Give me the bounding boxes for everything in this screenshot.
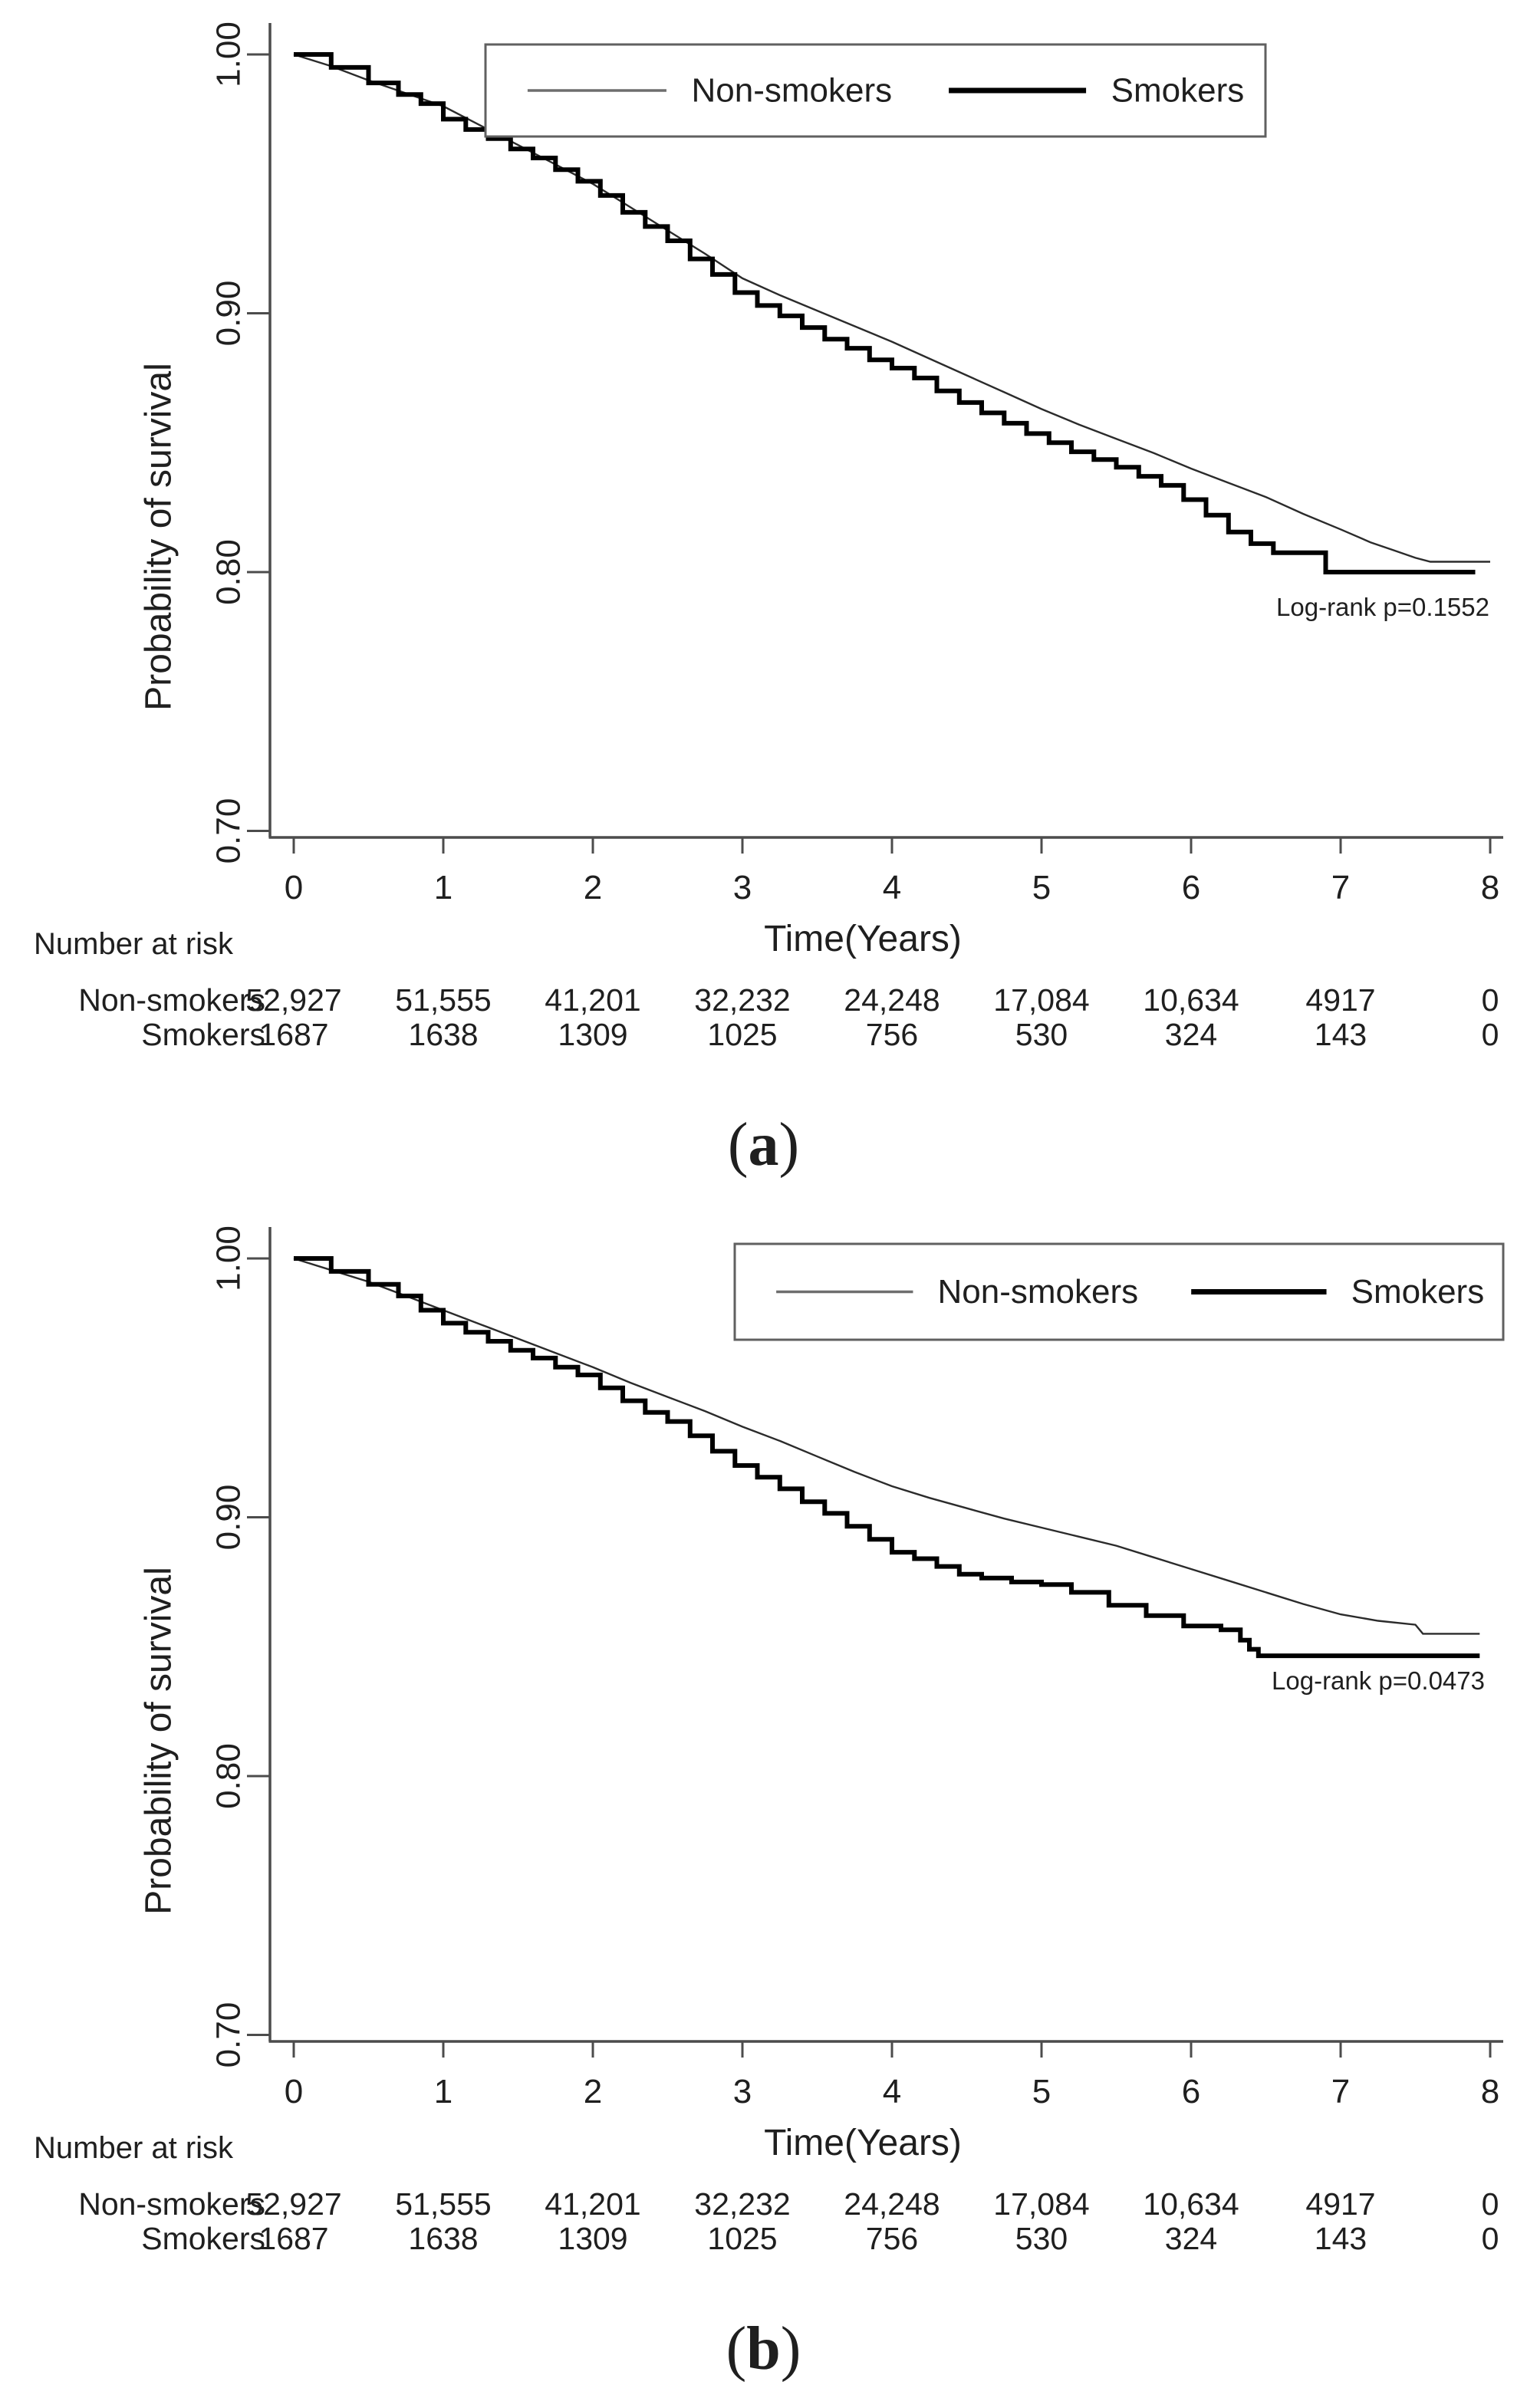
y-tick-label: 0.90 [210,1485,248,1551]
curve-non-smokers [293,1257,1480,1635]
risk-value: 1309 [558,2221,628,2256]
risk-value: 530 [1015,1017,1068,1052]
risk-value: 4917 [1305,982,1376,1018]
x-tick-label: 7 [1331,2073,1350,2110]
risk-value: 52,927 [245,2186,342,2222]
risk-value: 24,248 [844,2186,940,2222]
x-tick-label: 3 [733,2073,752,2110]
y-tick-label: 0.90 [210,281,248,347]
risk-row-smokers: Smokers 1687 1638 1309 1025 756 530 324 143 0 [0,2220,1527,2257]
caption-a: (a) [0,1103,1527,1187]
x-axis-title: Time(Years) [764,919,962,959]
risk-value: 0 [1481,2221,1499,2256]
caption-letter: b [746,2315,781,2383]
risk-value: 530 [1015,2221,1068,2256]
risk-value: 24,248 [844,982,940,1018]
risk-row-label: Smokers [141,2221,265,2256]
risk-value: 51,555 [395,2186,492,2222]
risk-value: 41,201 [545,2186,641,2222]
risk-value: 1638 [408,1017,479,1052]
risk-value: 0 [1481,982,1499,1018]
x-tick-label: 0 [285,869,303,906]
risk-row-non-smokers: Non-smokers 52,927 51,555 41,201 32,232 24,24… [0,982,1527,1018]
x-tick-label: 5 [1032,869,1051,906]
risk-value: 0 [1481,2186,1499,2222]
x-tick-label: 4 [883,2073,901,2110]
risk-value: 143 [1314,2221,1367,2256]
legend-label-smokers: Smokers [1351,1273,1485,1311]
x-tick-label: 7 [1331,869,1350,906]
y-tick-label: 0.70 [210,798,248,864]
x-tick-label: 5 [1032,2073,1051,2110]
risk-row-smokers: Smokers 1687 1638 1309 1025 756 530 324 143 0 [0,1016,1527,1053]
x-tick-label: 6 [1182,869,1200,906]
x-tick-label: 2 [584,2073,602,2110]
risk-value: 1638 [408,2221,479,2256]
y-tick-label: 1.00 [210,21,248,87]
risk-value: 17,084 [993,2186,1090,2222]
caption-paren-close: ) [778,1111,800,1179]
risk-value: 1025 [707,1017,778,1052]
y-axis-title: Probability of survival [139,1567,179,1915]
logrank-annotation: Log-rank p=0.0473 [1272,1666,1485,1695]
risk-value: 1025 [707,2221,778,2256]
risk-value: 32,232 [694,982,791,1018]
risk-table-title: Number at risk [34,2131,234,2165]
legend-label-smokers: Smokers [1111,72,1245,110]
risk-value: 10,634 [1143,2186,1239,2222]
risk-row-label: Smokers [141,1017,265,1052]
y-tick-label: 0.80 [210,539,248,605]
risk-value: 324 [1164,1017,1218,1052]
caption-letter: a [748,1111,779,1179]
panel-b: 1.00 0.90 0.80 0.70 0 1 2 3 4 5 6 7 8 Probability of … [0,1204,1527,2408]
risk-value: 1309 [558,1017,628,1052]
x-tick-label: 4 [883,869,901,906]
x-tick-label: 8 [1481,2073,1499,2110]
x-axis-title: Time(Years) [764,2123,962,2163]
risk-value: 51,555 [395,982,492,1018]
logrank-annotation: Log-rank p=0.1552 [1276,593,1489,621]
caption-paren-close: ) [780,2315,801,2383]
survival-plot-a: 1.00 0.90 0.80 0.70 0 1 2 3 4 5 6 7 8 Probability of … [139,21,1503,959]
x-tick-label: 6 [1182,2073,1200,2110]
risk-value: 1687 [258,2221,329,2256]
x-tick-label: 2 [584,869,602,906]
risk-row-label: Non-smokers [78,982,265,1018]
x-tick-label: 0 [285,2073,303,2110]
risk-value: 756 [865,1017,919,1052]
risk-value: 32,232 [694,2186,791,2222]
y-tick-label: 0.80 [210,1743,248,1809]
legend-label-non-smokers: Non-smokers [938,1273,1139,1311]
risk-value: 756 [865,2221,919,2256]
risk-value: 41,201 [545,982,641,1018]
risk-value: 4917 [1305,2186,1376,2222]
risk-table-title: Number at risk [34,927,234,961]
panel-a: 1.00 0.90 0.80 0.70 0 1 2 3 4 5 6 7 8 Probability of … [0,21,1527,1187]
x-tick-label: 1 [434,869,453,906]
risk-row-label: Non-smokers [78,2186,265,2222]
risk-value: 1687 [258,1017,329,1052]
risk-value: 10,634 [1143,982,1239,1018]
risk-value: 52,927 [245,982,342,1018]
y-tick-label: 1.00 [210,1225,248,1291]
caption-paren-open: ( [726,2315,747,2383]
curve-smokers [294,52,1476,574]
risk-value: 143 [1314,1017,1367,1052]
x-tick-label: 3 [733,869,752,906]
y-tick-label: 0.70 [210,2002,248,2068]
risk-row-non-smokers: Non-smokers 52,927 51,555 41,201 32,232 24,24… [0,2186,1527,2222]
risk-value: 324 [1164,2221,1218,2256]
caption-paren-open: ( [727,1111,749,1179]
caption-b: (b) [0,2307,1527,2391]
risk-value: 17,084 [993,982,1090,1018]
x-tick-label: 8 [1481,869,1499,906]
x-tick-label: 1 [434,2073,453,2110]
y-axis-title: Probability of survival [139,363,179,711]
curve-smokers [294,1256,1480,1659]
risk-value: 0 [1481,1017,1499,1052]
legend-label-non-smokers: Non-smokers [691,72,892,110]
survival-plot-b: 1.00 0.90 0.80 0.70 0 1 2 3 4 5 6 7 8 Probability of … [139,1225,1505,2163]
